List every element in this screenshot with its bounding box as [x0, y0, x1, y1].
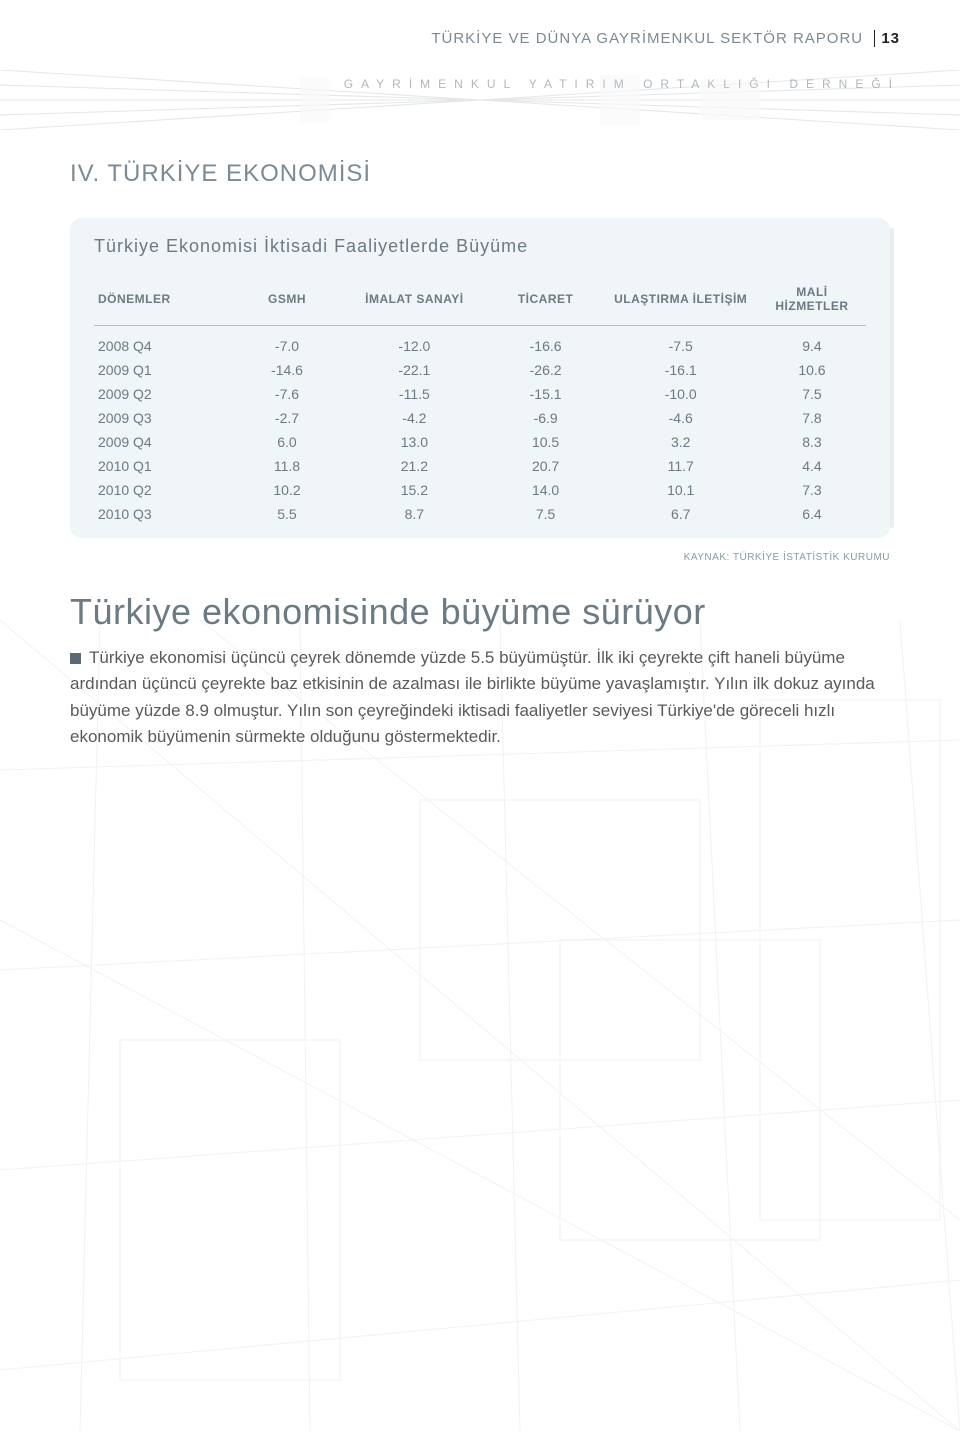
table-cell: 7.3	[758, 478, 866, 502]
table-cell: -7.6	[233, 382, 341, 406]
table-cell: 11.7	[604, 454, 758, 478]
table-source: KAYNAK: TÜRKİYE İSTATİSTİK KURUMU	[70, 552, 890, 563]
table-cell: 4.4	[758, 454, 866, 478]
table-cell: 6.4	[758, 502, 866, 526]
table-cell: -26.2	[488, 358, 604, 382]
table-cell: 2010 Q3	[94, 502, 233, 526]
table-cell: 20.7	[488, 454, 604, 478]
table-cell: 9.4	[758, 326, 866, 359]
table-block: Türkiye Ekonomisi İktisadi Faaliyetlerde…	[70, 218, 890, 538]
table-cell: 10.6	[758, 358, 866, 382]
table-cell: 7.5	[758, 382, 866, 406]
table-cell: -6.9	[488, 406, 604, 430]
table-cell: 6.7	[604, 502, 758, 526]
table-cell: 2009 Q2	[94, 382, 233, 406]
table-cell: 8.3	[758, 430, 866, 454]
growth-table: DÖNEMLERGSMHİMALAT SANAYİTİCARETULAŞTIRM…	[94, 279, 866, 526]
running-subtitle: GAYRİMENKUL YATIRIM ORTAKLIĞI DERNEĞİ	[0, 77, 900, 91]
page-number: 13	[874, 30, 900, 47]
table-cell: -2.7	[233, 406, 341, 430]
table-row: 2009 Q1-14.6-22.1-26.2-16.110.6	[94, 358, 866, 382]
table-row: 2009 Q3-2.7-4.2-6.9-4.67.8	[94, 406, 866, 430]
table-cell: -7.5	[604, 326, 758, 359]
bullet-icon	[70, 653, 81, 664]
table-cell: 2009 Q3	[94, 406, 233, 430]
table-cell: -4.6	[604, 406, 758, 430]
table-cell: 13.0	[341, 430, 488, 454]
table-row: 2010 Q111.821.220.711.74.4	[94, 454, 866, 478]
table-cell: 7.5	[488, 502, 604, 526]
table-row: 2009 Q46.013.010.53.28.3	[94, 430, 866, 454]
table-row: 2008 Q4-7.0-12.0-16.6-7.59.4	[94, 326, 866, 359]
table-title: Türkiye Ekonomisi İktisadi Faaliyetlerde…	[94, 236, 866, 257]
table-cell: -4.2	[341, 406, 488, 430]
table-cell: 2009 Q1	[94, 358, 233, 382]
table-cell: 15.2	[341, 478, 488, 502]
table-header-cell: DÖNEMLER	[94, 279, 233, 326]
table-header-cell: TİCARET	[488, 279, 604, 326]
body-paragraph-text: Türkiye ekonomisi üçüncü çeyrek dönemde …	[70, 648, 875, 746]
table-cell: -7.0	[233, 326, 341, 359]
body-paragraph: Türkiye ekonomisi üçüncü çeyrek dönemde …	[70, 645, 890, 750]
table-cell: 5.5	[233, 502, 341, 526]
table-cell: 2010 Q1	[94, 454, 233, 478]
table-cell: 8.7	[341, 502, 488, 526]
table-cell: -11.5	[341, 382, 488, 406]
table-cell: -14.6	[233, 358, 341, 382]
table-cell: -16.6	[488, 326, 604, 359]
table-cell: -15.1	[488, 382, 604, 406]
table-header-cell: İMALAT SANAYİ	[341, 279, 488, 326]
table-header-cell: ULAŞTIRMA İLETİŞİM	[604, 279, 758, 326]
page-content: IV. TÜRKİYE EKONOMİSİ Türkiye Ekonomisi …	[0, 130, 960, 750]
table-header-cell: GSMH	[233, 279, 341, 326]
page-header: TÜRKİYE VE DÜNYA GAYRİMENKUL SEKTÖR RAPO…	[0, 0, 960, 130]
section-title: IV. TÜRKİYE EKONOMİSİ	[70, 160, 890, 188]
table-cell: -10.0	[604, 382, 758, 406]
table-cell: 7.8	[758, 406, 866, 430]
table-cell: 10.2	[233, 478, 341, 502]
running-title-text: TÜRKİYE VE DÜNYA GAYRİMENKUL SEKTÖR RAPO…	[431, 30, 863, 47]
table-row: 2010 Q210.215.214.010.17.3	[94, 478, 866, 502]
table-header-cell: MALİ HİZMETLER	[758, 279, 866, 326]
table-cell: 10.5	[488, 430, 604, 454]
table-row: 2009 Q2-7.6-11.5-15.1-10.07.5	[94, 382, 866, 406]
table-cell: 2008 Q4	[94, 326, 233, 359]
table-cell: -22.1	[341, 358, 488, 382]
table-cell: 11.8	[233, 454, 341, 478]
table-cell: 6.0	[233, 430, 341, 454]
table-cell: 2010 Q2	[94, 478, 233, 502]
table-cell: 3.2	[604, 430, 758, 454]
table-cell: -12.0	[341, 326, 488, 359]
table-cell: 14.0	[488, 478, 604, 502]
body-title: Türkiye ekonomisinde büyüme sürüyor	[70, 591, 890, 633]
table-cell: 2009 Q4	[94, 430, 233, 454]
table-cell: -16.1	[604, 358, 758, 382]
running-title: TÜRKİYE VE DÜNYA GAYRİMENKUL SEKTÖR RAPO…	[0, 30, 900, 47]
table-row: 2010 Q35.58.77.56.76.4	[94, 502, 866, 526]
table-cell: 21.2	[341, 454, 488, 478]
table-cell: 10.1	[604, 478, 758, 502]
